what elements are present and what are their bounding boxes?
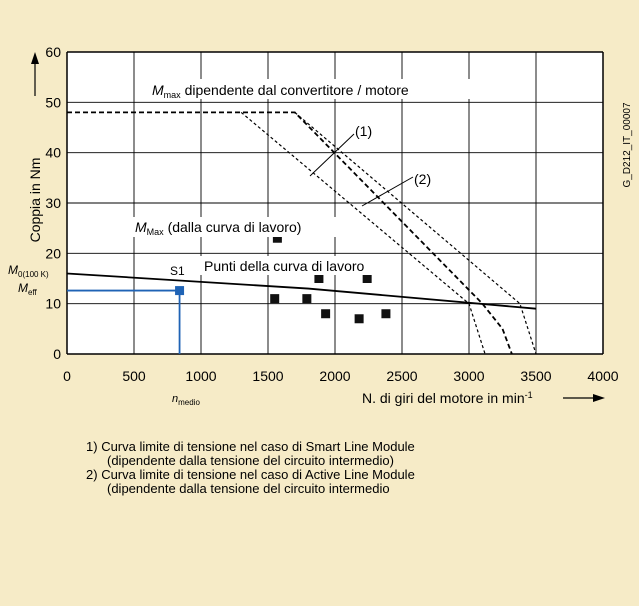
voltage-limit-curve-2 (294, 111, 537, 355)
nmedio-label: nmedio (172, 393, 200, 407)
meff-label: Meff (18, 281, 38, 297)
grid-lines (66, 51, 604, 355)
y-tick-label: 40 (45, 145, 61, 161)
y-axis-arrow-head (31, 52, 39, 64)
work-point-4 (270, 294, 280, 304)
x-tick-label: 3500 (520, 368, 551, 384)
x-tick-label: 1500 (252, 368, 283, 384)
y-axis-label-group: Coppia in Nm (27, 52, 43, 242)
y-tick-label: 20 (45, 245, 61, 261)
x-tick-label: 0 (63, 368, 71, 384)
x-axis-label: N. di giri del motore in min-1 (362, 390, 533, 406)
x-tick-label: 500 (122, 368, 146, 384)
y-tick-label: 30 (45, 195, 61, 211)
x-tick-label: 3000 (453, 368, 484, 384)
curve1-leader (309, 133, 355, 177)
x-tick-label: 2500 (386, 368, 417, 384)
y-tick-label: 10 (45, 296, 61, 312)
m0-torque-line (66, 272, 537, 310)
x-tick-label: 1000 (185, 368, 216, 384)
mmax-label-bg (150, 79, 476, 99)
mmax2-label-bg (133, 217, 338, 237)
m0-label: M0(100 K) (8, 263, 49, 279)
mmax-label: Mmax dipendente dal convertitore / motor… (152, 82, 409, 100)
work-point-6 (321, 309, 331, 319)
s1-point (175, 286, 185, 296)
y-tick-label: 60 (45, 44, 61, 60)
work-points-label: Punti della curva di lavoro (204, 258, 365, 274)
footnote-2: 2) Curva limite di tensione nel caso di … (86, 467, 415, 496)
work-points (270, 233, 391, 324)
work-point-7 (354, 314, 364, 324)
curve2-label: (2) (414, 171, 431, 187)
work-point-8 (381, 309, 391, 319)
mmax-workcurve-label: MMax (dalla curva di lavoro) (135, 219, 301, 237)
y-axis-label: Coppia in Nm (27, 158, 43, 243)
y-tick-label: 0 (53, 346, 61, 362)
work-point-5 (302, 294, 312, 304)
mmax-dashed-curve (67, 111, 513, 355)
torque-speed-chart: 0 500 1000 1500 2000 2500 3000 3500 4000 0 10 20 30… (8, 44, 633, 407)
work-point-1 (272, 233, 282, 243)
x-tick-label: 2000 (319, 368, 350, 384)
x-axis-arrow-head (593, 394, 605, 402)
footnote-1: 1) Curva limite di tensione nel caso di … (86, 439, 415, 468)
work-point-2 (314, 274, 324, 283)
work-points-label-bg (200, 256, 400, 275)
x-tick-labels: 0 500 1000 1500 2000 2500 3000 3500 4000 (63, 368, 619, 384)
curve2-leader (361, 176, 414, 207)
curve1-label: (1) (355, 123, 372, 139)
footnotes: 1) Curva limite di tensione nel caso di … (86, 440, 415, 496)
figure-code: G_D212_IT_00007 (622, 102, 633, 188)
x-tick-label: 4000 (587, 368, 618, 384)
s1-label: S1 (170, 264, 185, 278)
x-axis-label-group: N. di giri del motore in min-1 (362, 390, 605, 406)
y-tick-label: 50 (45, 94, 61, 110)
work-point-3 (362, 274, 372, 283)
y-tick-labels: 0 10 20 30 40 50 60 (45, 44, 61, 362)
